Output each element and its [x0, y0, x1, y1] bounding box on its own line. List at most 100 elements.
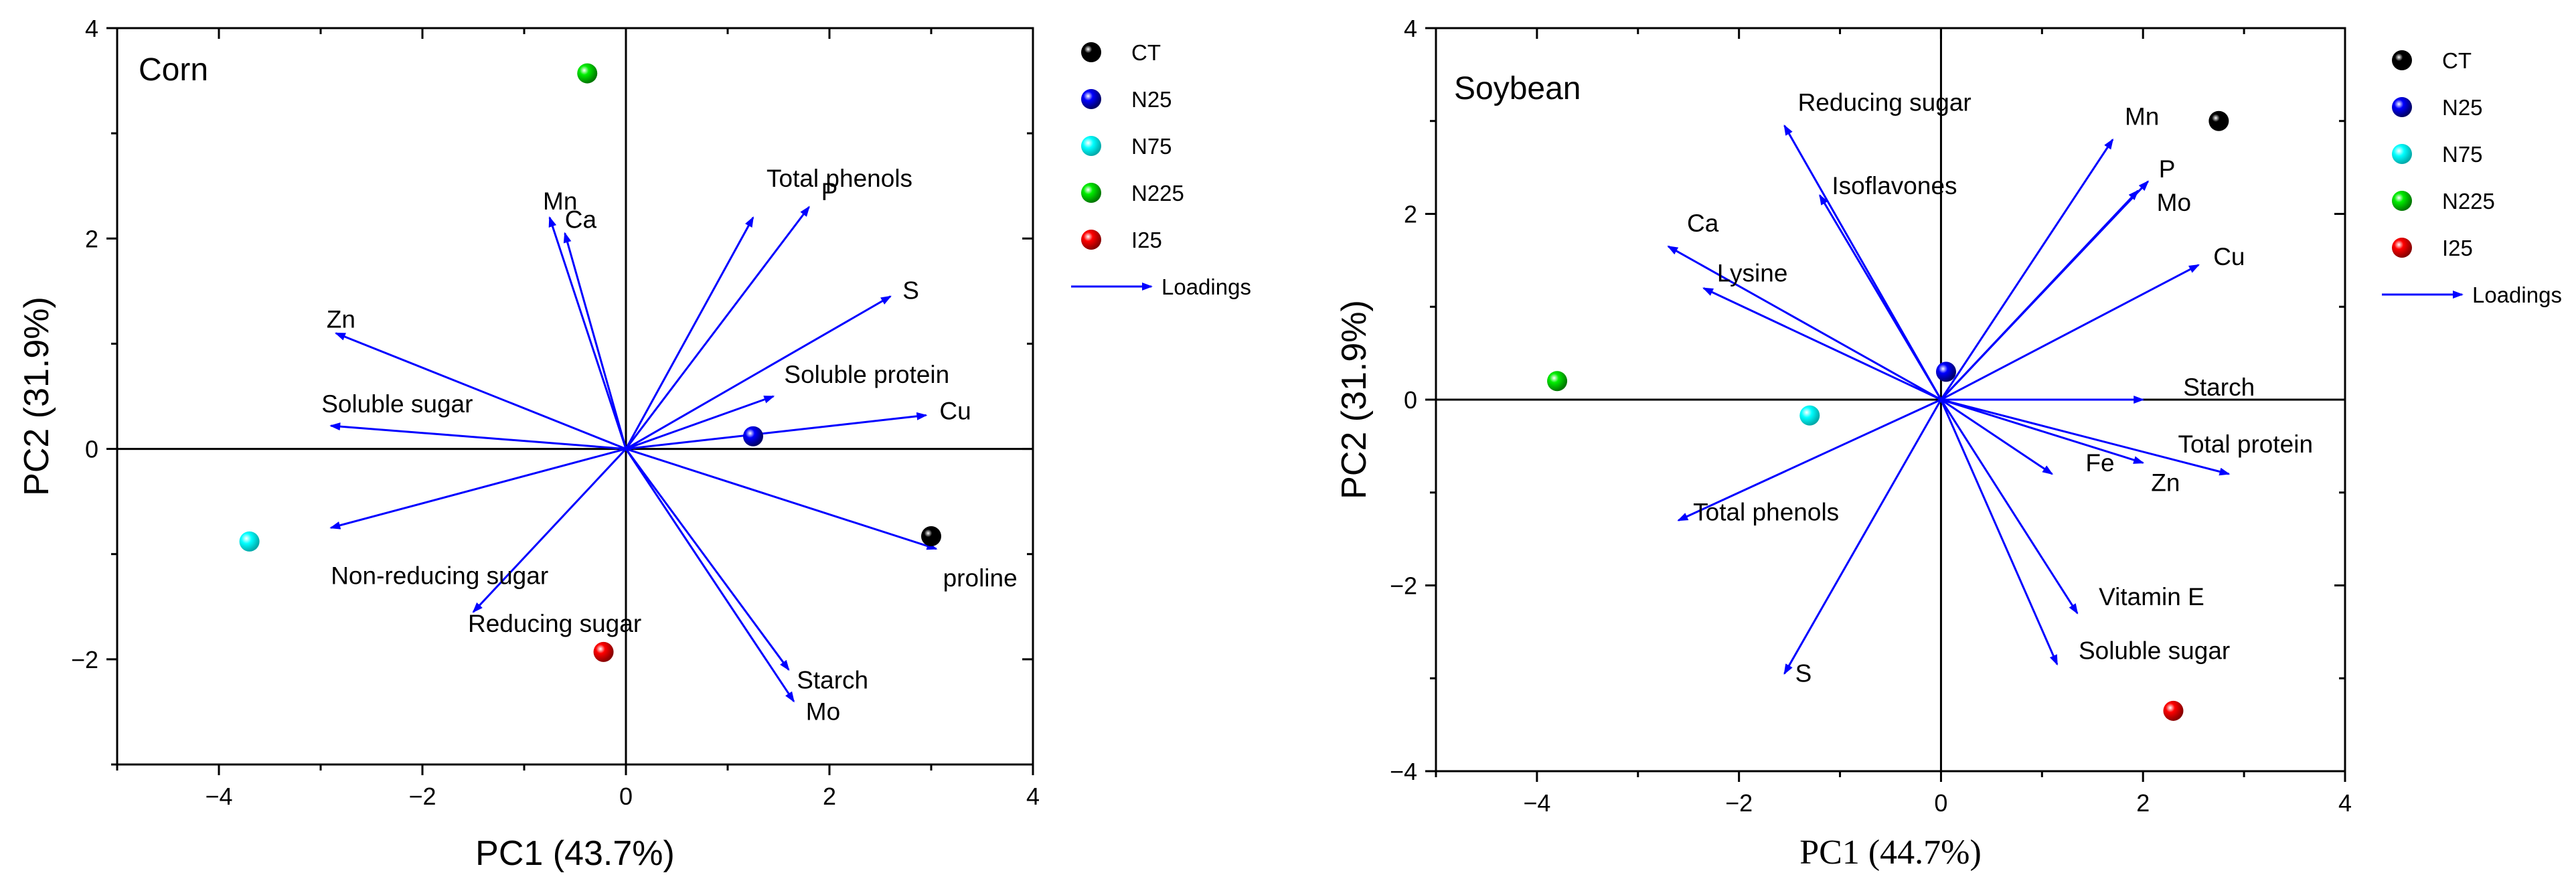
corn-loading-label-non-reducing-sugar: Non-reducing sugar — [331, 562, 548, 589]
soybean-x-tick-label: 0 — [1934, 789, 1947, 817]
soybean-loading-arrow-cu — [1940, 264, 2200, 401]
corn-y-tick-label: −2 — [71, 646, 98, 673]
corn-loading-label-mn: Mn — [543, 187, 577, 215]
corn-loading-label-zn: Zn — [327, 306, 355, 333]
corn-loading-arrow-s — [625, 295, 892, 450]
soybean-point-n225 — [1547, 371, 1568, 392]
corn-loading-label-ca: Ca — [565, 206, 597, 233]
soybean-legend-marker-n225 — [2392, 191, 2412, 211]
soybean-loading-arrow-fe — [1940, 398, 2054, 475]
corn-legend-label-ct: CT — [1131, 40, 1161, 65]
soybean-point-i25 — [2163, 700, 2184, 721]
corn-legend-marker-ct — [1081, 42, 1101, 62]
soybean-y-axis-title: PC2 (31.9%) — [1335, 300, 1374, 499]
corn-legend-label-n75: N75 — [1131, 134, 1172, 159]
soybean-loading-arrow-ca — [1667, 245, 1942, 401]
corn-loading-arrow-soluble-protein — [625, 395, 775, 450]
corn-loading-arrow-non-reducing-sugar — [329, 448, 627, 530]
corn-loading-arrow-zn — [334, 332, 627, 450]
corn-panel: −4 −2 0 2 4 −2 0 2 4 PC1 (43.7%) PC2 (31.9%) Corn To… — [17, 15, 1251, 873]
corn-loading-label-cu: Cu — [939, 397, 971, 424]
corn-loading-label-proline: proline — [943, 564, 1018, 592]
soybean-loading-label-soluble-sugar: Soluble sugar — [2079, 637, 2230, 664]
soybean-x-axis-title: PC1 (44.7%) — [1799, 833, 1982, 872]
soybean-point-ct — [2208, 110, 2229, 131]
soybean-loading-label-ca: Ca — [1687, 210, 1719, 237]
soybean-loading-label-fe: Fe — [2085, 449, 2114, 477]
corn-loading-label-soluble-sugar: Soluble sugar — [321, 390, 473, 418]
soybean-loading-label-mo: Mo — [2157, 189, 2191, 216]
corn-legend-marker-n25 — [1081, 89, 1101, 109]
soybean-loading-label-lysine: Lysine — [1717, 260, 1788, 287]
soybean-loading-label-zn: Zn — [2151, 469, 2180, 496]
soybean-loading-label-mn: Mn — [2125, 103, 2159, 131]
soybean-y-tick-label: 2 — [1404, 201, 1417, 228]
soybean-loading-label-isoflavones: Isoflavones — [1832, 172, 1957, 199]
soybean-loading-arrow-total-phenols — [1677, 398, 1942, 521]
soybean-legend-label-loadings: Loadings — [2472, 282, 2562, 307]
soybean-loading-arrow-s — [1783, 399, 1942, 675]
corn-loading-label-total-phenols: Total phenols — [767, 165, 912, 192]
corn-x-tick-label: −4 — [205, 783, 232, 810]
soybean-loading-label-total-protein: Total protein — [2178, 430, 2313, 458]
soybean-loading-label-total-phenols: Total phenols — [1693, 498, 1839, 526]
soybean-x-tick-label: −2 — [1725, 789, 1753, 817]
corn-loading-arrow-starch — [625, 448, 790, 671]
corn-legend-marker-i25 — [1081, 230, 1101, 250]
corn-point-n25 — [743, 426, 763, 447]
soybean-y-tick-label: −2 — [1390, 572, 1417, 600]
soybean-point-n25 — [1935, 361, 1956, 382]
corn-legend-label-i25: I25 — [1131, 228, 1162, 252]
soybean-legend-label-i25: I25 — [2442, 236, 2473, 260]
corn-point-ct — [921, 526, 941, 546]
corn-x-tick-label: −2 — [408, 783, 436, 810]
soybean-loading-arrow-soluble-sugar — [1940, 399, 2059, 666]
soybean-loading-label-cu: Cu — [2213, 243, 2245, 270]
soybean-legend-marker-n75 — [2392, 144, 2412, 164]
soybean-loading-arrow-isoflavones — [1819, 194, 1942, 400]
corn-point-n225 — [577, 63, 598, 84]
corn-legend-marker-n225 — [1081, 183, 1101, 203]
corn-loading-arrow-total-phenols — [625, 216, 754, 450]
corn-loading-arrow-reducing-sugar — [472, 448, 627, 613]
soybean-y-tick-label: −4 — [1390, 758, 1417, 785]
corn-loading-label-soluble-protein: Soluble protein — [784, 361, 949, 388]
corn-legend-marker-n75 — [1081, 136, 1101, 156]
corn-x-tick-label: 0 — [619, 783, 633, 810]
corn-x-tick-label: 4 — [1026, 783, 1040, 810]
soybean-legend-marker-ct — [2392, 50, 2412, 70]
soybean-legend-marker-i25 — [2392, 238, 2412, 258]
corn-loading-arrow-mn — [548, 216, 627, 450]
soybean-panel: −4 −2 0 2 4 −4 −2 0 2 4 PC1 (44.7%) PC2 (31.9%) Soyb… — [1335, 15, 2562, 872]
soybean-loading-label-starch: Starch — [2183, 374, 2255, 401]
corn-plot-frame — [116, 27, 1034, 766]
soybean-loading-arrow-mo — [1940, 189, 2140, 401]
soybean-loading-label-reducing-sugar: Reducing sugar — [1798, 89, 1971, 116]
soybean-legend-label-ct: CT — [2442, 48, 2472, 73]
corn-legend-label-n225: N225 — [1131, 181, 1184, 206]
corn-loading-label-reducing-sugar: Reducing sugar — [468, 610, 641, 637]
soybean-legend-label-n75: N75 — [2442, 142, 2483, 167]
soybean-loading-arrow-mn — [1940, 138, 2114, 400]
corn-point-n75 — [239, 531, 260, 552]
soybean-loading-arrow-vitamin-e — [1940, 399, 2079, 615]
corn-loading-arrow-ca — [563, 232, 627, 449]
corn-point-i25 — [593, 641, 614, 662]
soybean-y-tick-label: 4 — [1404, 15, 1417, 42]
corn-loading-label-p: P — [821, 178, 838, 206]
soybean-point-n75 — [1799, 405, 1820, 426]
corn-loading-arrow-mo — [625, 448, 795, 703]
corn-loading-arrow-p — [625, 206, 810, 450]
soybean-legend-label-n225: N225 — [2442, 189, 2495, 214]
soybean-x-tick-label: 4 — [2338, 789, 2352, 817]
soybean-loading-label-vitamin-e: Vitamin E — [2099, 583, 2204, 611]
soybean-loading-label-p: P — [2159, 155, 2176, 183]
corn-x-tick-label: 2 — [823, 783, 836, 810]
soybean-legend-marker-n25 — [2392, 97, 2412, 117]
corn-loading-arrow-cu — [625, 412, 928, 451]
corn-loading-label-mo: Mo — [806, 698, 840, 726]
soybean-panel-title: Soybean — [1454, 71, 1581, 106]
soybean-loading-label-s: S — [1795, 659, 1812, 687]
corn-y-tick-label: 0 — [85, 436, 98, 463]
